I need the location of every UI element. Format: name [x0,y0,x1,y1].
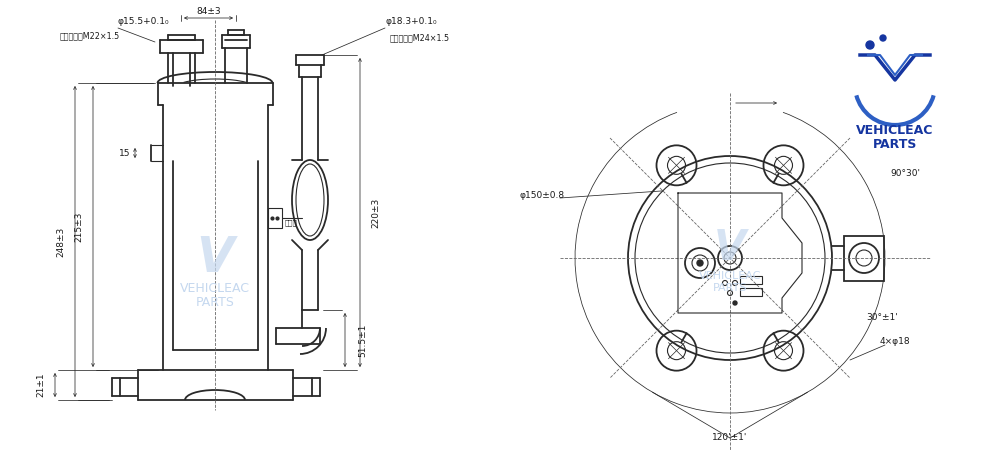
Text: 30°±1': 30°±1' [866,314,898,323]
Text: φ150±0.8: φ150±0.8 [520,190,565,199]
Text: VEHICLEAC: VEHICLEAC [856,123,934,136]
Bar [740,288,762,296]
Text: 排气接头内M22×1.5: 排气接头内M22×1.5 [60,32,120,40]
Circle shape [733,301,737,305]
Text: 220±3: 220±3 [372,198,380,228]
Text: 215±3: 215±3 [74,212,84,242]
Text: 吸气接头内M24×1.5: 吸气接头内M24×1.5 [390,33,450,42]
Text: PARTS: PARTS [713,283,747,293]
Text: φ18.3+0.1₀: φ18.3+0.1₀ [385,18,437,27]
Text: PARTS: PARTS [196,296,234,309]
Bar [740,276,762,284]
Text: 248±3: 248±3 [56,226,66,256]
Text: 4×φ18: 4×φ18 [880,338,910,346]
Text: 51.5±1: 51.5±1 [358,323,368,357]
Text: V: V [714,227,746,269]
Text: φ15.5+0.1₀: φ15.5+0.1₀ [118,18,170,27]
Text: 油视镜: 油视镜 [285,220,298,226]
Circle shape [866,41,874,49]
Text: 15: 15 [119,148,131,157]
Text: VEHICLEAC: VEHICLEAC [699,271,761,281]
Text: 21±1: 21±1 [36,373,46,397]
Bar [268,208,282,228]
Circle shape [697,260,703,266]
Text: 90°30': 90°30' [890,168,920,177]
Text: PARTS: PARTS [873,139,917,152]
Text: 120'±1': 120'±1' [712,433,748,442]
Text: VEHICLEAC: VEHICLEAC [180,282,250,294]
Text: 84±3: 84±3 [196,6,221,15]
Text: V: V [196,234,234,282]
Bar [844,236,884,281]
Circle shape [880,35,886,41]
